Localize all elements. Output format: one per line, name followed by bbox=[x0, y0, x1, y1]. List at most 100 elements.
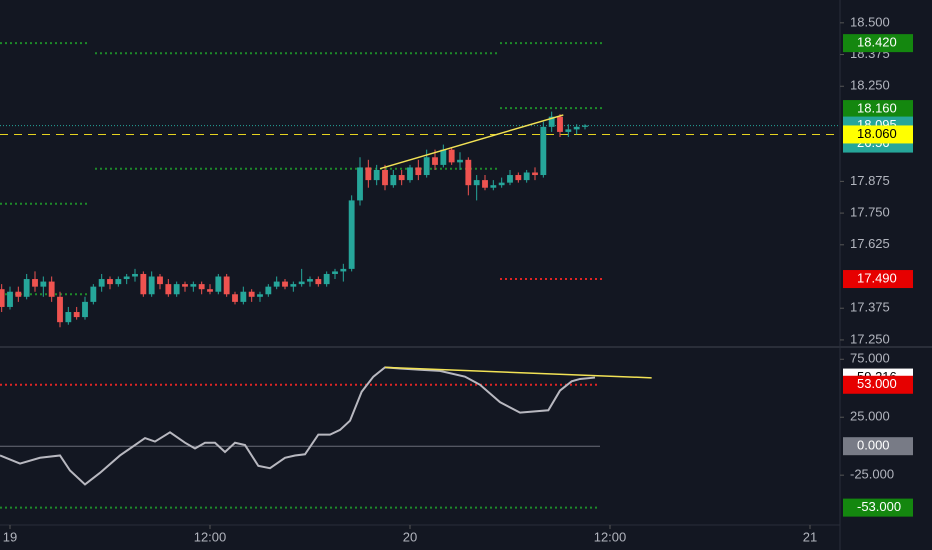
candle-body bbox=[282, 281, 288, 287]
candle-body bbox=[540, 126, 547, 176]
y-tick-label: 17.750 bbox=[850, 205, 890, 220]
candle-body bbox=[373, 169, 380, 181]
candle-body bbox=[348, 200, 355, 269]
candle-body bbox=[165, 284, 172, 295]
y-tick-label: 17.375 bbox=[850, 300, 890, 315]
candle-body bbox=[407, 167, 413, 181]
candle-body bbox=[382, 169, 388, 186]
candle-body bbox=[332, 271, 338, 274]
candle-body bbox=[448, 149, 455, 163]
candle-body bbox=[457, 159, 463, 163]
candle-body bbox=[365, 167, 372, 181]
y-tick-label: 18.250 bbox=[850, 78, 890, 93]
price-badge bbox=[843, 375, 913, 394]
x-tick-label: 21 bbox=[803, 529, 817, 544]
candle-body bbox=[98, 279, 105, 287]
candle-body bbox=[182, 284, 188, 287]
candle-body bbox=[257, 294, 263, 297]
price-badge-label: 18.060 bbox=[857, 126, 897, 141]
candle-body bbox=[57, 296, 63, 323]
candle-body bbox=[582, 125, 588, 127]
candle-body bbox=[240, 291, 247, 302]
candle-body bbox=[140, 273, 147, 295]
candle-body bbox=[507, 175, 513, 183]
candle-body bbox=[390, 175, 397, 186]
candle-body bbox=[7, 291, 13, 307]
candle-body bbox=[73, 312, 80, 318]
trend-line bbox=[384, 366, 652, 379]
candle-body bbox=[190, 284, 197, 287]
y-tick-label: -25.000 bbox=[850, 467, 894, 482]
candle-body bbox=[440, 149, 447, 165]
y-tick-label: 17.875 bbox=[850, 173, 890, 188]
candle-body bbox=[0, 289, 5, 307]
x-tick-label: 12:00 bbox=[594, 529, 627, 544]
candle-body bbox=[123, 276, 130, 280]
candle-body bbox=[207, 289, 213, 292]
candle-body bbox=[415, 167, 422, 176]
candle-body bbox=[465, 159, 472, 186]
candle-body bbox=[290, 284, 297, 287]
candle-body bbox=[232, 294, 238, 302]
candle-body bbox=[132, 273, 138, 277]
candle-body bbox=[215, 276, 222, 292]
candle-body bbox=[557, 116, 563, 132]
oscillator-line bbox=[0, 366, 596, 486]
candle-body bbox=[357, 167, 363, 201]
price-badge-label: 17.490 bbox=[857, 270, 897, 285]
candle-body bbox=[40, 281, 47, 287]
y-tick-label: 18.500 bbox=[850, 14, 890, 29]
candle-body bbox=[432, 157, 438, 165]
y-tick-label: 25.000 bbox=[850, 409, 890, 424]
price-badge-label: 0.000 bbox=[857, 438, 890, 453]
candle-body bbox=[523, 172, 530, 181]
candle-body bbox=[573, 126, 580, 130]
candle-body bbox=[82, 301, 88, 318]
y-tick-label: 75.000 bbox=[850, 351, 890, 366]
candle-body bbox=[23, 279, 30, 297]
candle-body bbox=[298, 281, 305, 285]
candle-body bbox=[565, 129, 572, 132]
candle-body bbox=[273, 281, 280, 287]
candle-body bbox=[115, 279, 122, 285]
trend-line bbox=[379, 114, 564, 170]
candle-body bbox=[107, 279, 113, 285]
candle-body bbox=[90, 286, 97, 302]
price-badge-label: 18.420 bbox=[857, 35, 897, 50]
candle-body bbox=[323, 273, 330, 285]
candle-body bbox=[473, 180, 480, 186]
y-tick-label: 17.625 bbox=[850, 236, 890, 251]
y-tick-label: 17.250 bbox=[850, 331, 890, 346]
candle-body bbox=[48, 281, 55, 297]
candle-body bbox=[148, 276, 155, 295]
price-badge bbox=[843, 270, 913, 289]
price-badge-label: 53.000 bbox=[857, 376, 897, 391]
candle-body bbox=[340, 268, 347, 272]
candle-body bbox=[490, 185, 497, 188]
candle-body bbox=[532, 172, 538, 176]
candle-body bbox=[482, 180, 488, 188]
candle-body bbox=[307, 279, 313, 282]
candle-body bbox=[423, 157, 430, 176]
candle-body bbox=[65, 312, 72, 323]
candle-body bbox=[198, 284, 205, 290]
candle-body bbox=[515, 175, 522, 181]
price-badge-label: -53.000 bbox=[857, 499, 901, 514]
candle-body bbox=[223, 276, 230, 295]
candle-body bbox=[248, 291, 255, 297]
price-badge bbox=[843, 34, 913, 53]
x-tick-label: 19 bbox=[3, 529, 17, 544]
price-badge bbox=[843, 100, 913, 119]
candle-body bbox=[173, 284, 180, 295]
price-badge bbox=[843, 125, 913, 144]
candle-body bbox=[498, 182, 505, 186]
candle-body bbox=[157, 276, 163, 285]
x-tick-label: 12:00 bbox=[194, 529, 227, 544]
price-badge bbox=[843, 498, 913, 517]
candle-body bbox=[265, 286, 272, 295]
candle-body bbox=[315, 279, 322, 285]
candle-body bbox=[398, 175, 405, 181]
price-badge bbox=[843, 437, 913, 456]
